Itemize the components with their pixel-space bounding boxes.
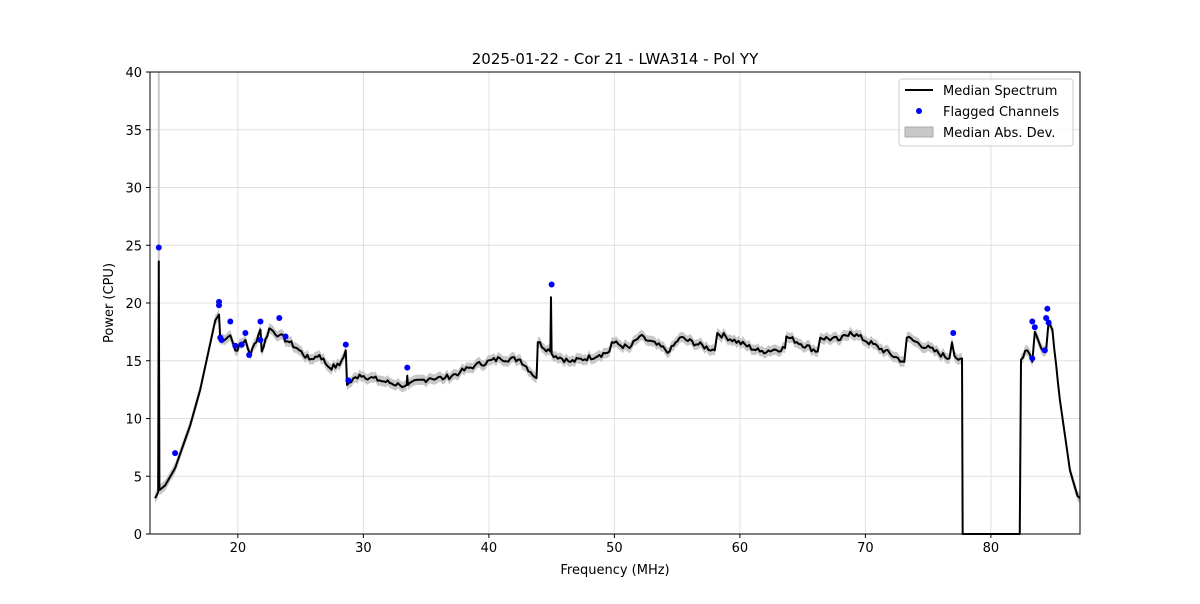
mad-band — [155, 72, 1080, 534]
y-tick-label: 35 — [125, 124, 142, 139]
legend-flagged-label: Flagged Channels — [943, 105, 1059, 120]
x-tick-label: 80 — [983, 541, 1000, 556]
flagged-channel-point — [172, 450, 179, 457]
flagged-channel-point — [227, 318, 234, 325]
flagged-channel-point — [1029, 355, 1036, 362]
y-tick-label: 0 — [134, 528, 142, 543]
flagged-channel-point — [257, 336, 264, 343]
flagged-channel-point — [242, 330, 249, 337]
legend-median-label: Median Spectrum — [943, 84, 1057, 99]
x-tick-label: 40 — [481, 541, 498, 556]
x-axis-label: Frequency (MHz) — [560, 563, 669, 578]
flagged-channel-point — [548, 281, 555, 288]
flagged-channel-point — [345, 377, 352, 384]
legend-flagged-swatch — [916, 108, 922, 114]
flagged-channel-point — [218, 336, 225, 343]
flagged-channel-point — [257, 318, 264, 325]
legend-mad-label: Median Abs. Dev. — [943, 126, 1055, 141]
flagged-channel-point — [950, 330, 957, 337]
flagged-channel-point — [1045, 319, 1052, 326]
legend: Median Spectrum Flagged Channels Median … — [898, 78, 1074, 147]
flagged-channel-point — [276, 315, 283, 322]
flagged-channel-point — [342, 341, 349, 348]
flagged-channel-point — [238, 341, 245, 348]
flagged-channel-point — [155, 244, 162, 251]
y-tick-label: 40 — [125, 66, 142, 81]
y-tick-label: 10 — [125, 413, 142, 428]
median-spectrum-path — [154, 260, 1081, 535]
y-tick-label: 15 — [125, 355, 142, 370]
flagged-channel-point — [1043, 315, 1050, 322]
flagged-channel-point — [1044, 305, 1051, 312]
flagged-channel-point — [1029, 318, 1036, 325]
x-tick-label: 70 — [857, 541, 874, 556]
median-spectrum-line — [154, 260, 1081, 535]
y-axis-label: Power (CPU) — [102, 263, 117, 343]
flagged-channel-point — [216, 302, 223, 309]
flagged-channel-point — [1041, 347, 1048, 354]
flagged-channels — [155, 244, 1052, 457]
flagged-channel-point — [1031, 324, 1038, 331]
y-tick-label: 20 — [125, 297, 142, 312]
flagged-channel-point — [282, 333, 289, 340]
x-tick-label: 50 — [606, 541, 623, 556]
axis-ticks: 20 30 40 50 60 70 80 0 5 10 15 20 25 30 35 40 — [125, 66, 999, 556]
x-tick-label: 60 — [732, 541, 749, 556]
x-tick-label: 20 — [230, 541, 247, 556]
x-tick-label: 30 — [355, 541, 372, 556]
legend-mad-swatch — [904, 126, 934, 138]
mad-band-area — [155, 256, 1080, 534]
flagged-channel-point — [232, 342, 239, 349]
y-tick-label: 30 — [125, 182, 142, 197]
y-tick-label: 5 — [134, 470, 142, 485]
y-tick-label: 25 — [125, 239, 142, 254]
chart-title: 2025-01-22 - Cor 21 - LWA314 - Pol YY — [472, 50, 759, 68]
flagged-channel-point — [404, 364, 411, 371]
flagged-channel-point — [246, 351, 253, 358]
